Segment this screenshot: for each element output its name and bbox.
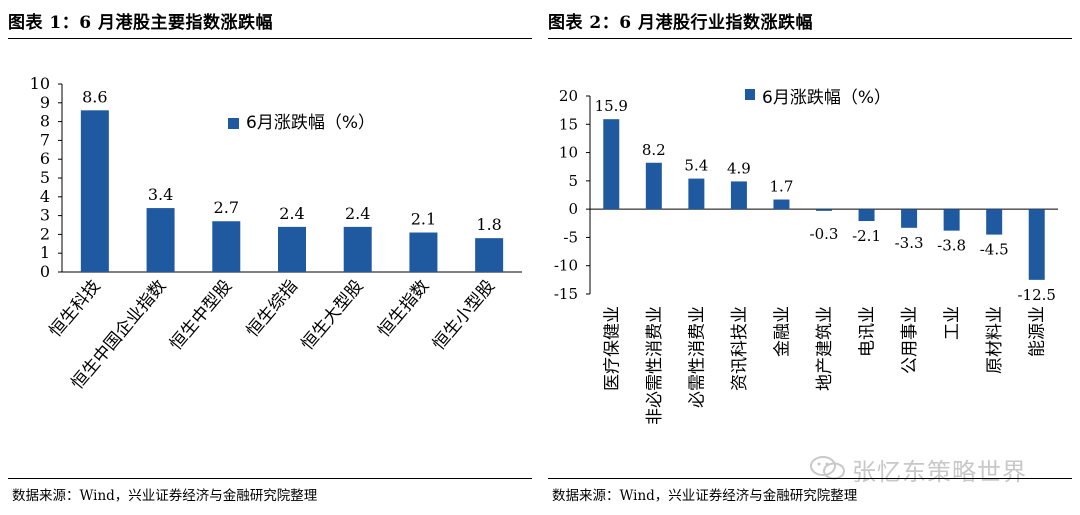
chart2-bar (1028, 209, 1045, 280)
chart1-value-label: 2.7 (214, 198, 239, 217)
chart2-value-label: 8.2 (642, 141, 666, 159)
chart1-y-tick-label: 6 (40, 149, 50, 168)
chart2-category-label: 工业 (943, 306, 963, 340)
chart2-legend-label: 6月涨跌幅（%） (762, 88, 891, 108)
chart2-bar (603, 119, 620, 210)
watermark-text: 张忆东策略世界 (852, 458, 1027, 486)
left-source-note: 数据来源：Wind，兴业证券经济与金融研究院整理 (12, 488, 318, 504)
chart1-bar (212, 221, 241, 272)
left-title-rule (8, 38, 532, 39)
chart1-y-tick-label: 3 (40, 206, 50, 225)
chart1-category-label: 恒生综指 (243, 276, 302, 341)
chart1-y-tick-label: 5 (40, 168, 50, 187)
chart2-y-tick-label: 0 (568, 200, 578, 218)
chart2-y-tick-label: 5 (568, 172, 578, 190)
chart2-value-label: -3.3 (895, 234, 924, 252)
chart1-y-tick-label: 0 (40, 262, 50, 281)
chart2-category-label: 资讯科技业 (730, 306, 750, 391)
chart1-bar (80, 110, 109, 272)
chart2-value-label: -0.3 (810, 225, 839, 243)
chart1-value-label: 3.4 (148, 185, 173, 204)
chart2-value-label: -12.5 (1017, 286, 1055, 304)
chart2-category-label: 地产建筑业 (815, 306, 835, 391)
left-footer-rule (8, 478, 532, 479)
chart1-y-tick-label: 2 (40, 224, 50, 243)
chart2-y-tick-label: 10 (559, 144, 578, 162)
chart2-y-tick-label: -10 (554, 257, 578, 275)
chart1-category-label: 恒生大型股 (298, 276, 368, 354)
chart2-category-label: 非必需性消费业 (645, 306, 665, 425)
chart2-value-label: -3.8 (937, 237, 966, 255)
chart1-value-label: 2.1 (411, 210, 436, 229)
chart2-bar (816, 209, 832, 211)
chart2-y-tick-label: -15 (554, 285, 578, 303)
chart1-y-tick-label: 4 (40, 187, 50, 206)
chart1-category-label: 恒生指数 (374, 276, 433, 341)
chart2-bar (730, 181, 747, 210)
chart2-bar (645, 162, 662, 210)
chart2-value-label: 4.9 (727, 159, 751, 177)
chart2-bar (901, 209, 918, 228)
chart2-value-label: 1.7 (770, 178, 794, 196)
chart2-category-label: 公用事业 (900, 306, 920, 374)
chart2-category-label: 原材料业 (985, 306, 1005, 374)
chart2-y-tick-label: -5 (563, 228, 578, 246)
chart1-value-label: 2.4 (279, 204, 304, 223)
chart1-legend-swatch (228, 118, 239, 129)
chart1-bar (475, 238, 504, 272)
left-chart-title: 图表 1：6 月港股主要指数涨跌幅 (8, 13, 273, 33)
chart2-bar (943, 209, 960, 231)
chart2-value-label: 15.9 (595, 97, 628, 115)
chart2-bar (773, 199, 790, 210)
chart2-value-label: -4.5 (980, 241, 1009, 259)
chart2-y-tick-label: 20 (559, 87, 578, 105)
chart2-legend-swatch (745, 89, 755, 100)
chart1-legend-label: 6月涨跌幅（%） (246, 113, 375, 133)
chart2-category-label: 医疗保健业 (602, 306, 622, 391)
chart1-value-label: 1.8 (476, 215, 501, 234)
chart2-category-label: 金融业 (772, 306, 792, 357)
chart1-value-label: 8.6 (82, 87, 107, 106)
chart1-y-tick-label: 8 (40, 112, 50, 131)
chart1-category-label: 恒生中型股 (166, 276, 236, 354)
chart1-category-label: 恒生科技 (46, 276, 105, 341)
right-footer-rule (548, 478, 1072, 479)
chart1-value-label: 2.4 (345, 204, 370, 223)
chart1-y-tick-label: 9 (40, 93, 50, 112)
chart2-value-label: -2.1 (852, 227, 881, 245)
chart1-y-tick-label: 1 (40, 243, 50, 262)
chart2-value-label: 5.4 (684, 157, 708, 175)
chart2-bar (858, 209, 875, 222)
chart1-y-tick-label: 10 (30, 74, 50, 93)
chart1-bar (409, 232, 438, 272)
chart2-category-label: 能源业 (1028, 306, 1048, 357)
chart2-category-label: 必需性消费业 (687, 306, 707, 408)
chart1-category-label: 恒生小型股 (429, 276, 499, 354)
chart2-y-tick-label: 15 (559, 115, 578, 133)
chart2-category-label: 电讯业 (858, 306, 878, 357)
right-chart-title: 图表 2：6 月港股行业指数涨跌幅 (548, 13, 813, 33)
chart1-y-tick-label: 7 (40, 130, 50, 149)
right-title-rule (548, 38, 1072, 39)
chart1-bar (343, 226, 372, 272)
chart1-bar (278, 226, 306, 272)
chart1-bar (146, 208, 175, 272)
chart2-bar (986, 209, 1003, 235)
right-source-note: 数据来源：Wind，兴业证券经济与金融研究院整理 (552, 488, 858, 504)
chart2-bar (688, 178, 705, 210)
